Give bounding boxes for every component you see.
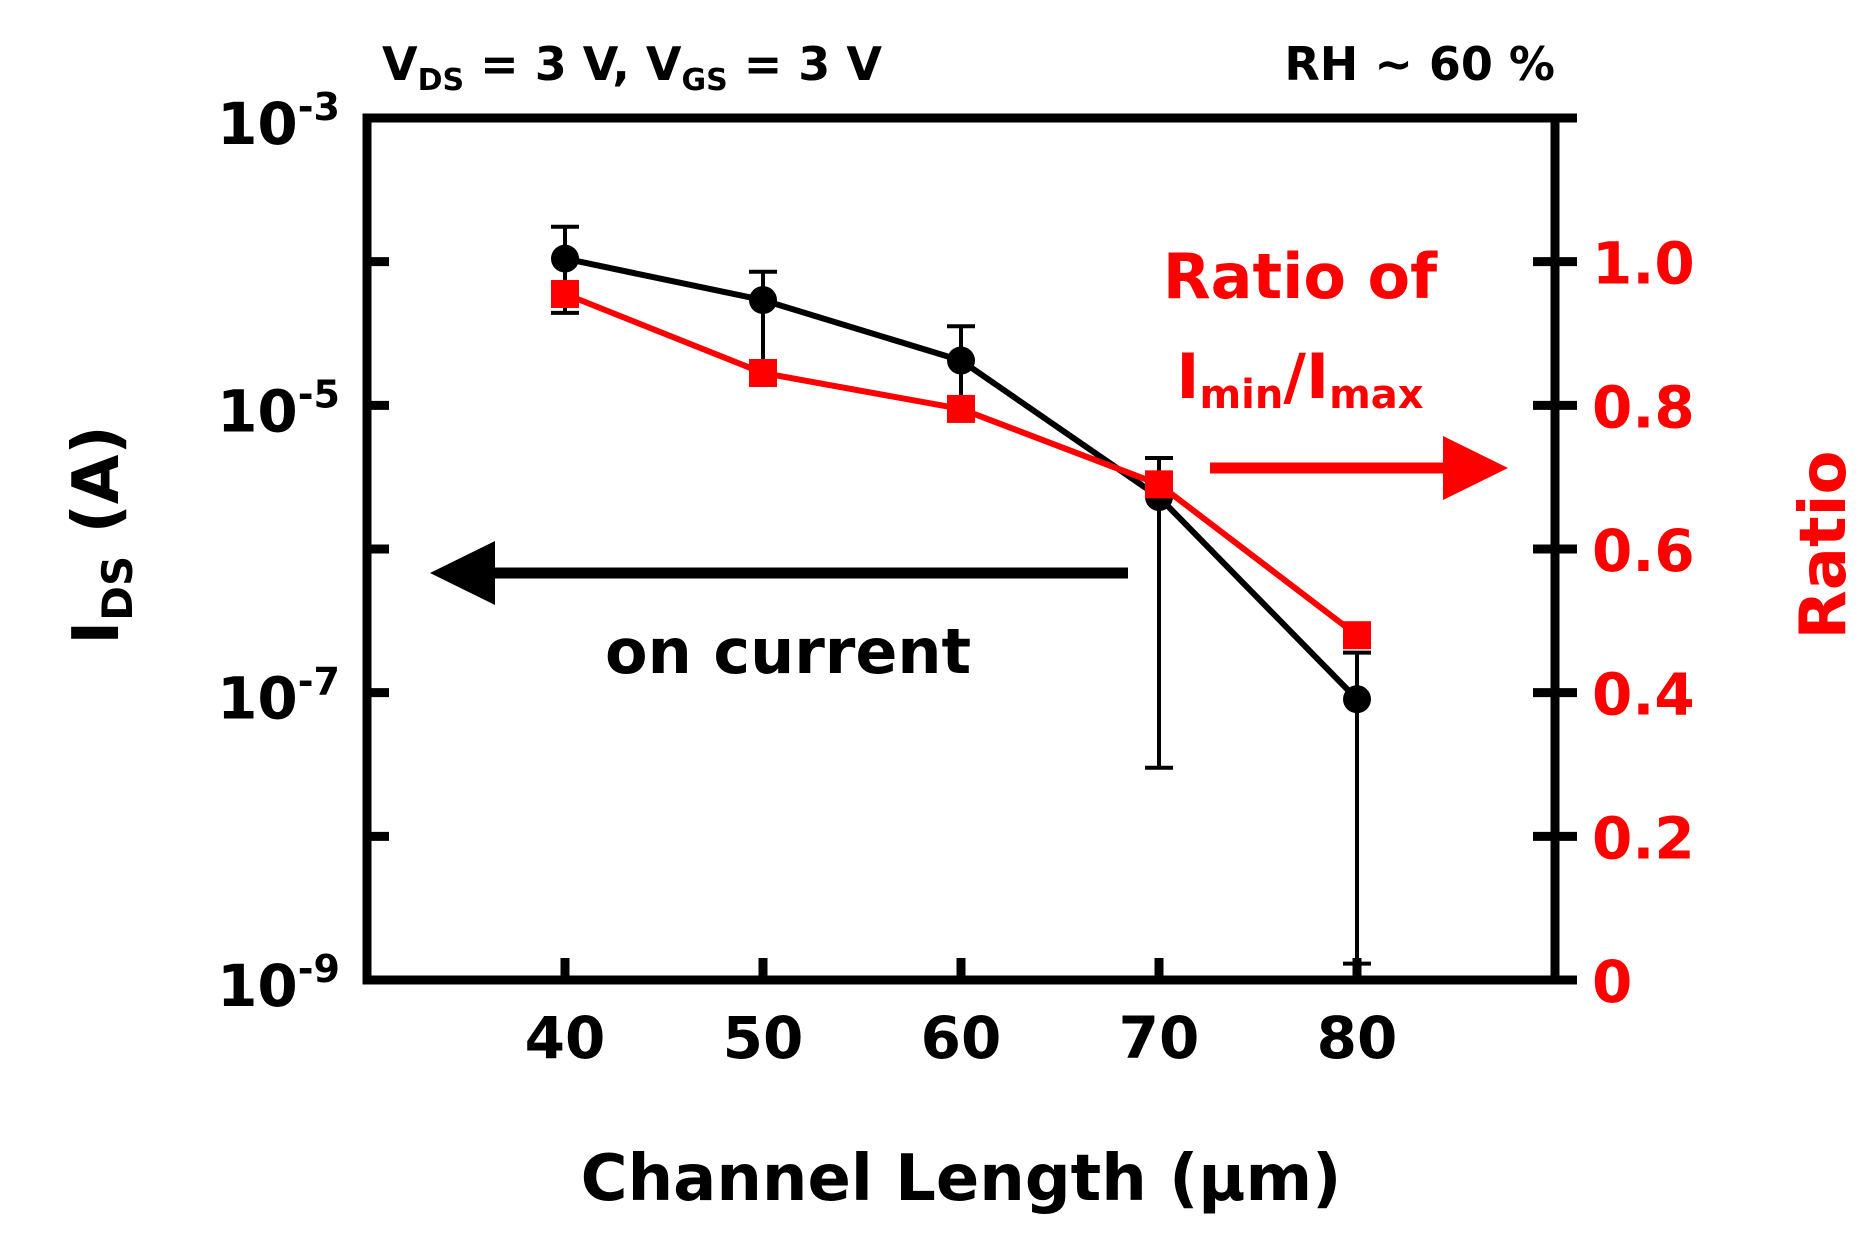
x-tick-label: 50	[723, 1004, 804, 1072]
y-left-tick-exp: -3	[298, 85, 340, 129]
arrow-head-right-icon	[1443, 436, 1508, 500]
right-arrow	[1210, 436, 1508, 500]
on-current-annotation: on current	[605, 615, 971, 688]
x-tick-label: 70	[1119, 1004, 1200, 1072]
left-y-axis-label: IDS (A)	[60, 425, 142, 644]
data-point-square	[749, 359, 777, 388]
y-right-tick-label: 0	[1592, 948, 1632, 1016]
y-right-tick-label: 0.6	[1592, 517, 1695, 585]
y-left-tick-exp: -9	[298, 947, 340, 991]
ratio-annotation-line1: Ratio of	[1163, 240, 1438, 313]
data-point-circle	[551, 244, 579, 273]
y-left-tick-label: 10-3	[217, 85, 340, 158]
data-point-square	[551, 279, 579, 308]
y-left-tick-exp: -7	[298, 660, 340, 704]
x-tick-label: 40	[525, 1004, 606, 1072]
y-left-tick-base: 10	[217, 90, 298, 158]
y-right-tick-label: 0.8	[1592, 373, 1695, 441]
x-axis-label: Channel Length (μm)	[581, 1142, 1342, 1216]
x-tick-label: 60	[921, 1004, 1002, 1072]
y-right-tick-label: 0.4	[1592, 661, 1695, 729]
y-left-tick-base: 10	[217, 377, 298, 445]
y-left-tick-label: 10-5	[217, 372, 340, 445]
y-left-tick-base: 10	[217, 952, 298, 1020]
data-point-circle	[1343, 685, 1371, 714]
on-current-series	[551, 224, 1371, 966]
y-left-tick-exp: -5	[298, 372, 340, 416]
data-point-circle	[947, 346, 975, 375]
x-tick-label: 80	[1317, 1004, 1398, 1072]
data-point-square	[1343, 621, 1371, 650]
arrow-head-left-icon	[430, 541, 495, 605]
ratio-series	[551, 279, 1371, 650]
left-arrow	[430, 541, 1128, 605]
right-y-axis-label: Ratio	[1787, 451, 1861, 640]
tick-labels-group: 40 50 60 70 8010-310-510-710-91.00.80.60.40.…	[217, 85, 1695, 1072]
data-point-circle	[749, 286, 777, 315]
ratio-annotation-line2: Imin/Imax	[1176, 340, 1423, 418]
ticks-group	[371, 113, 1577, 985]
data-point-square	[1145, 470, 1173, 499]
y-right-tick-label: 1.0	[1592, 230, 1695, 298]
y-right-tick-label: 0.2	[1592, 804, 1695, 872]
condition-label: VDS = 3 V, VGS = 3 V	[382, 37, 882, 98]
data-point-square	[947, 394, 975, 423]
y-left-tick-label: 10-9	[217, 947, 340, 1020]
y-left-tick-label: 10-7	[217, 660, 340, 733]
y-left-tick-base: 10	[217, 665, 298, 733]
series-group	[551, 224, 1371, 966]
humidity-label: RH ~ 60 %	[1284, 37, 1555, 91]
